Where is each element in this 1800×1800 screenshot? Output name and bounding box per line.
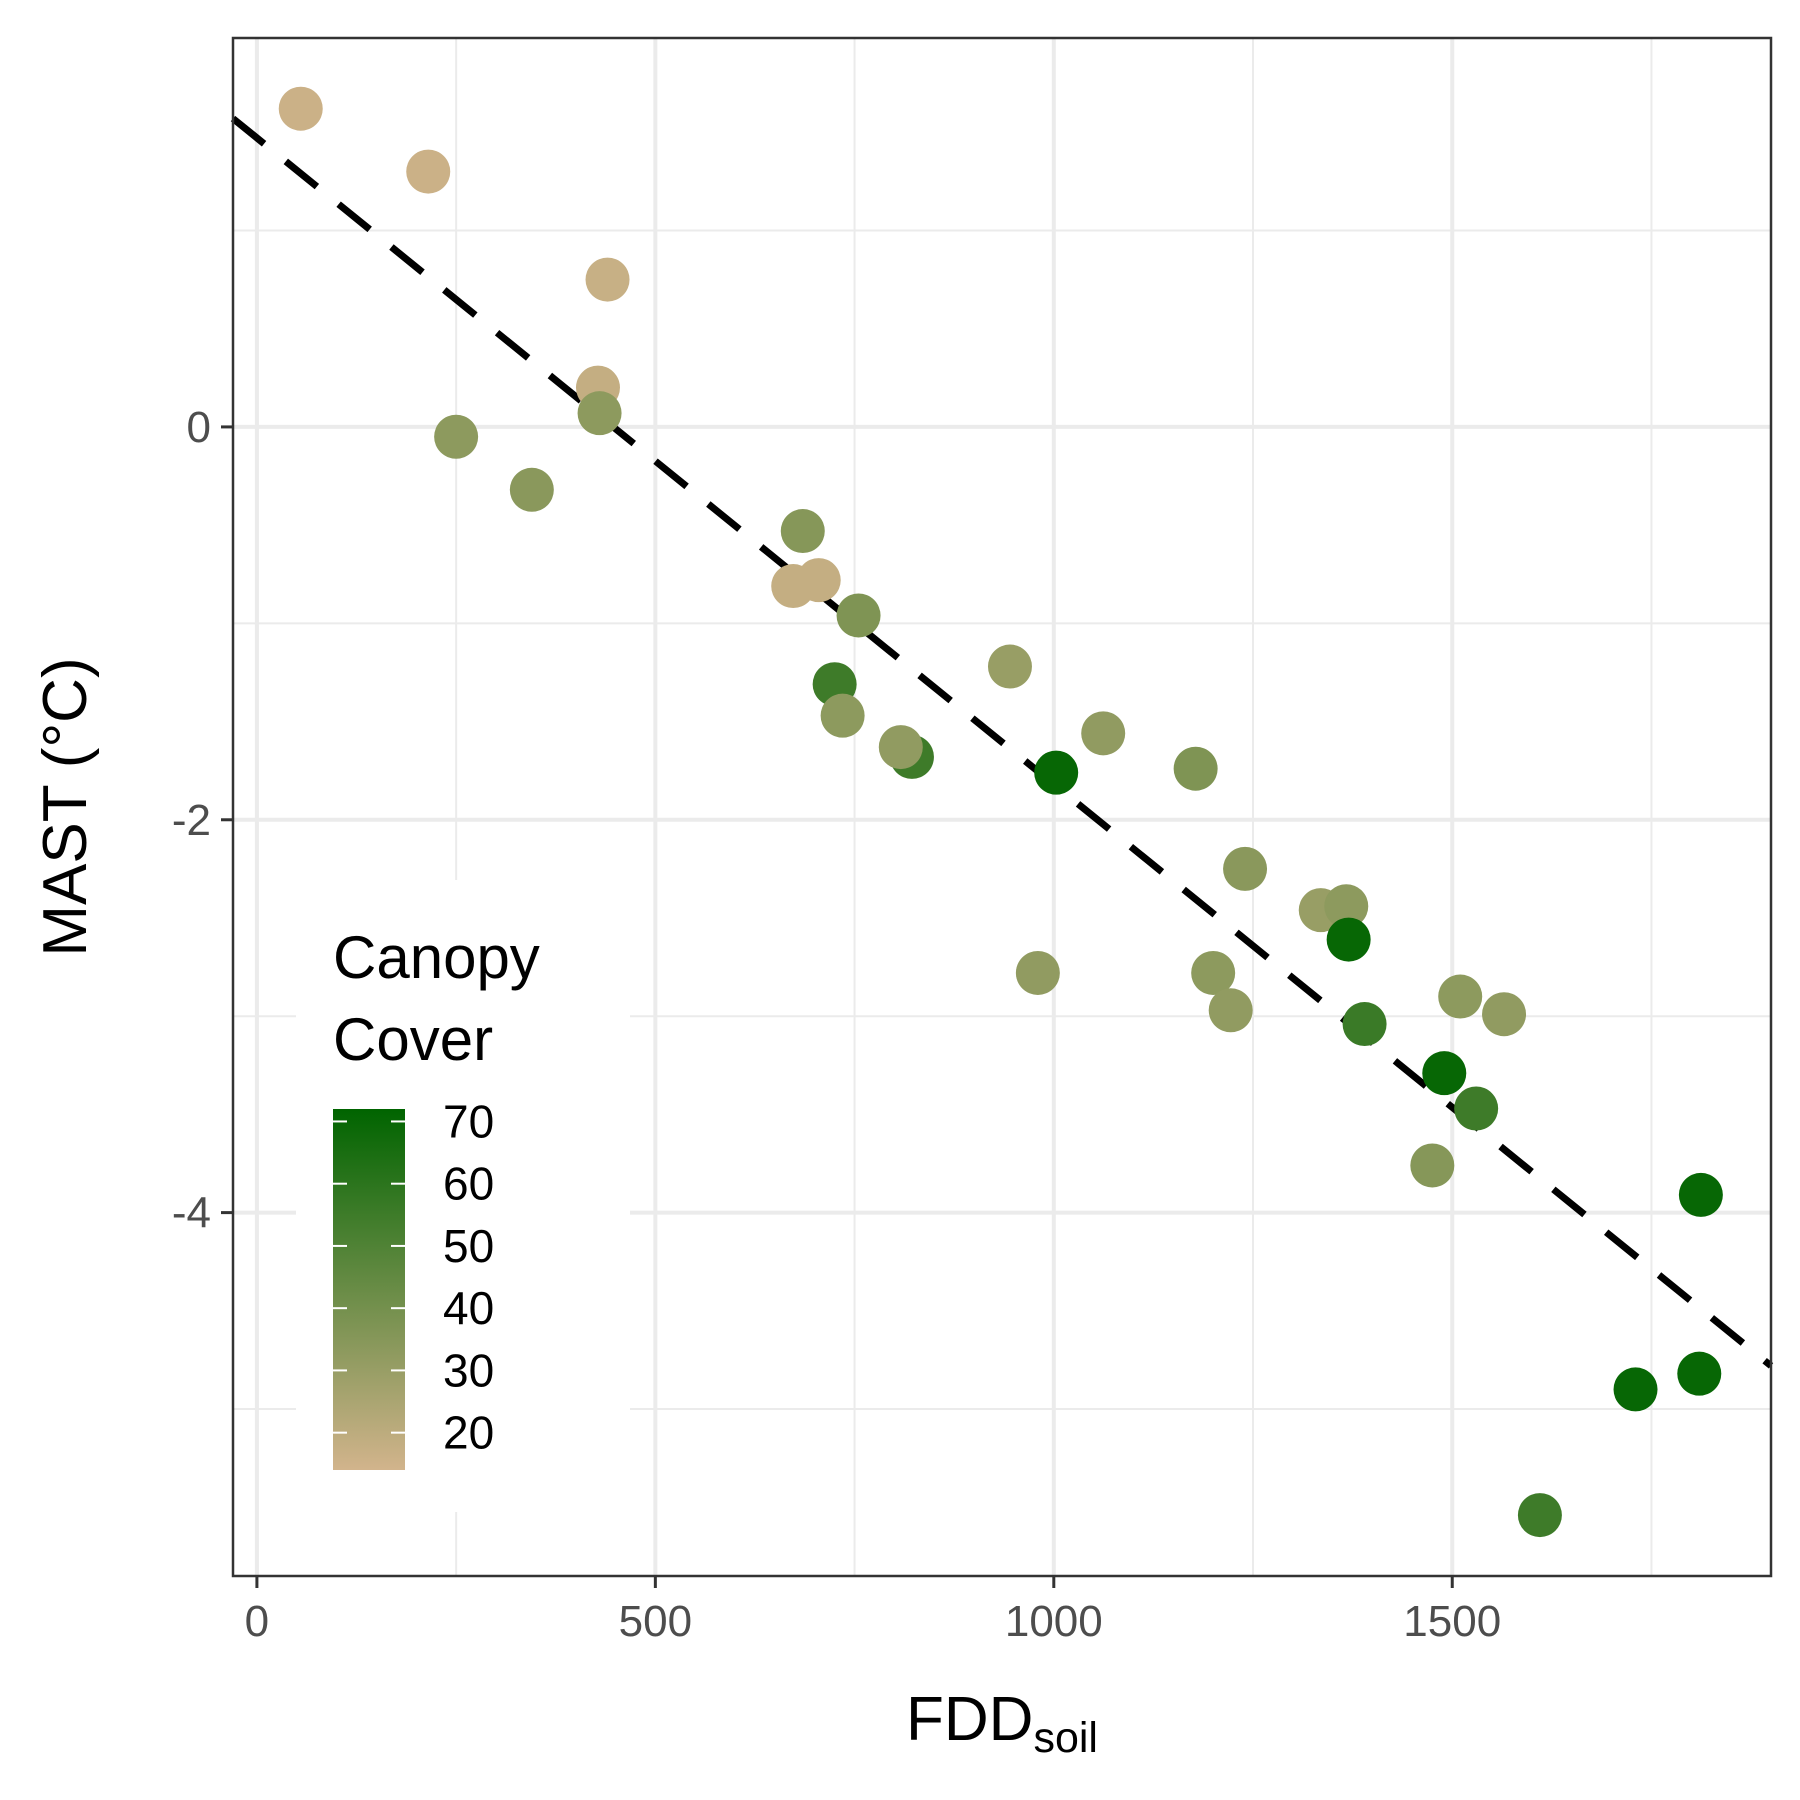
- legend-tick-label: 30: [443, 1344, 494, 1396]
- trend-line: [230, 115, 1774, 1369]
- data-point-8: [780, 509, 825, 554]
- y-tick-label: 0: [187, 403, 211, 452]
- major-gridlines: [233, 38, 1771, 1576]
- axis-ticks: 0 500 1000 1500 0 -2 -4: [172, 403, 1501, 1646]
- data-point-34: [1613, 1367, 1658, 1412]
- legend-title-line-1: Canopy: [333, 924, 540, 991]
- y-axis-title: MAST (°C): [31, 657, 100, 956]
- legend-ticks: 70 60 50 40 30 20: [333, 1095, 494, 1459]
- data-point-3: [585, 257, 630, 302]
- data-point-30: [1422, 1051, 1467, 1096]
- data-point-32: [1410, 1143, 1455, 1188]
- data-point-23: [1324, 884, 1369, 929]
- x-axis-title-subscript: soil: [1033, 1714, 1098, 1762]
- x-axis-title-main: FDD: [906, 1685, 1033, 1754]
- data-points: [278, 86, 1723, 1538]
- data-point-20: [1015, 950, 1060, 995]
- data-point-1: [278, 86, 323, 131]
- data-point-5: [577, 391, 622, 436]
- x-axis-title: FDDsoil: [906, 1685, 1098, 1762]
- data-point-29: [1482, 992, 1527, 1037]
- data-point-15: [878, 725, 923, 770]
- y-tick-label: -4: [172, 1189, 211, 1238]
- data-point-26: [1208, 988, 1253, 1033]
- legend-tick-label: 20: [443, 1407, 494, 1459]
- x-tick-label: 0: [245, 1597, 269, 1646]
- plot-border: [231, 36, 1773, 1578]
- x-tick-label: 500: [619, 1597, 692, 1646]
- data-point-2: [406, 149, 451, 194]
- data-point-21: [1223, 846, 1268, 891]
- legend-tick-label: 40: [443, 1282, 494, 1334]
- legend-tick-label: 60: [443, 1158, 494, 1210]
- data-point-35: [1678, 1172, 1723, 1217]
- y-tick-label: -2: [172, 796, 211, 845]
- data-point-31: [1454, 1086, 1499, 1131]
- x-tick-label: 1500: [1403, 1597, 1501, 1646]
- data-point-16: [987, 644, 1032, 689]
- legend-tick-label: 70: [443, 1095, 494, 1147]
- data-point-7: [509, 467, 554, 512]
- data-point-13: [820, 693, 865, 738]
- data-point-18: [1081, 711, 1126, 756]
- data-point-25: [1191, 950, 1236, 995]
- data-point-6: [434, 414, 479, 459]
- data-point-24: [1326, 917, 1371, 962]
- data-point-28: [1438, 974, 1483, 1019]
- data-point-11: [836, 593, 881, 638]
- legend-title-line-2: Cover: [333, 1006, 493, 1073]
- data-point-19: [1173, 746, 1218, 791]
- legend-colorbar: [333, 1109, 405, 1470]
- x-tick-label: 1000: [1005, 1597, 1103, 1646]
- data-point-10: [771, 564, 816, 609]
- color-legend: Canopy Cover 70 60 50 40 30 20: [296, 880, 630, 1512]
- data-point-17: [1034, 750, 1079, 795]
- data-point-27: [1342, 1002, 1387, 1047]
- data-point-36: [1677, 1351, 1722, 1396]
- data-point-33: [1517, 1493, 1562, 1538]
- trend-line-layer: [230, 115, 1774, 1369]
- legend-tick-label: 50: [443, 1220, 494, 1272]
